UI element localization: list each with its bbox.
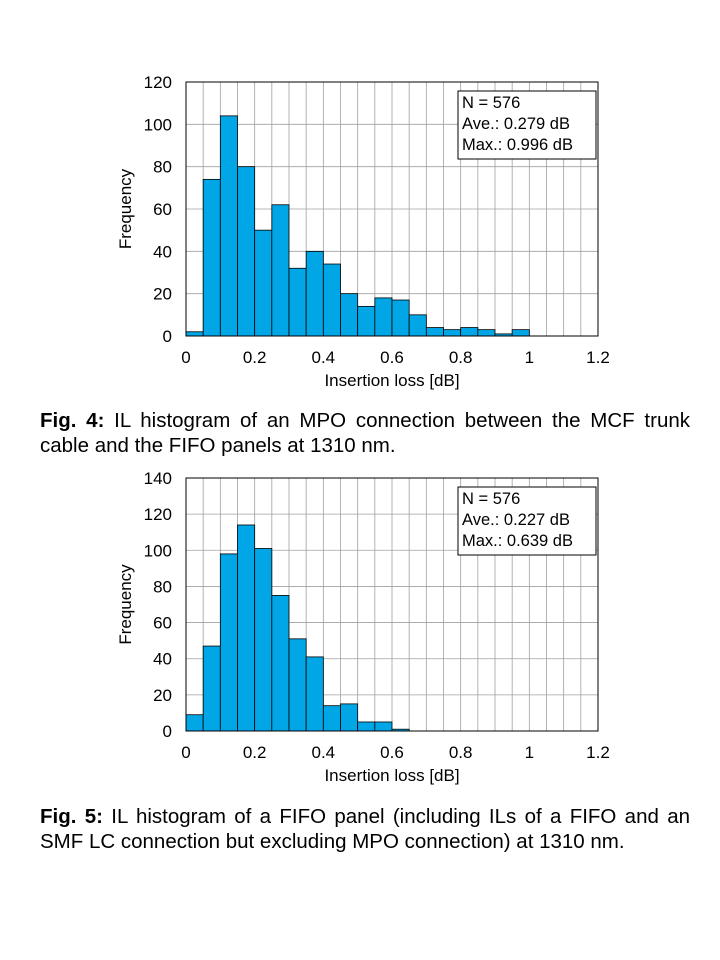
- histogram-bar: [219, 553, 238, 732]
- stats-box: [457, 486, 597, 556]
- histogram-bar: [271, 204, 290, 337]
- y-tick-label: 60: [153, 200, 172, 219]
- y-tick-label: 120: [144, 73, 172, 92]
- histogram-bar: [288, 267, 307, 337]
- y-tick-label: 20: [153, 285, 172, 304]
- x-tick-label: 0.4: [312, 348, 336, 367]
- histogram-chart-fig4: 0 20 40 60 80 100 120 0 0.2 0.4 0.6 0.8 1 1.2 Insertio…: [116, 73, 610, 390]
- y-tick-label: 0: [163, 327, 172, 346]
- x-tick-label: 0.2: [243, 743, 267, 762]
- x-axis-label: Insertion loss [dB]: [324, 766, 459, 785]
- histogram-chart-fig5: 0 20 40 60 80 100 120 140 0 0.2 0.4 0.6 0.8 1 1.2 Inser…: [116, 469, 610, 785]
- x-tick-label: 0: [181, 348, 190, 367]
- figure-4-caption: Fig. 4: IL histogram of an MPO connectio…: [40, 408, 690, 458]
- histogram-bar: [511, 329, 530, 337]
- histogram-bar: [322, 705, 341, 732]
- x-tick-label: 1.2: [586, 743, 610, 762]
- caption-label: Fig. 4:: [40, 409, 105, 432]
- x-tick-label: 0.4: [312, 743, 336, 762]
- histogram-bar: [340, 293, 359, 337]
- figure-4: 0 20 40 60 80 100 120 0 0.2 0.4 0.6 0.8 1 1.2 Insertio…: [0, 60, 720, 405]
- x-tick-label: 1: [525, 348, 534, 367]
- caption-text: IL histogram of an MPO connection betwee…: [40, 409, 690, 457]
- y-tick-label: 40: [153, 242, 172, 261]
- figure-5-caption: Fig. 5: IL histogram of a FIFO panel (in…: [40, 804, 690, 854]
- y-tick-label: 80: [153, 577, 172, 596]
- y-tick-label: 40: [153, 650, 172, 669]
- histogram-bar: [460, 327, 479, 337]
- histogram-bar: [357, 721, 376, 732]
- stats-line: N = 576: [462, 490, 520, 508]
- x-tick-label: 0.2: [243, 348, 267, 367]
- caption-label: Fig. 5:: [40, 805, 103, 828]
- stats-line: Max.: 0.639 dB: [462, 532, 573, 550]
- y-tick-label: 140: [144, 469, 172, 488]
- histogram-bar: [237, 166, 256, 337]
- plot-area-border: [185, 477, 599, 732]
- x-tick-label: 1: [525, 743, 534, 762]
- y-tick-label: 100: [144, 115, 172, 134]
- x-tick-label: 1.2: [586, 348, 610, 367]
- histogram-bar: [425, 327, 444, 337]
- y-tick-label: 80: [153, 158, 172, 177]
- stats-line: Max.: 0.996 dB: [462, 136, 573, 154]
- stats-line: Ave.: 0.227 dB: [462, 511, 570, 529]
- x-tick-label: 0.8: [449, 348, 473, 367]
- figure-5: 0 20 40 60 80 100 120 140 0 0.2 0.4 0.6 0.8 1 1.2 Inser…: [0, 460, 720, 800]
- histogram-bar: [271, 595, 290, 732]
- histogram-bar: [305, 656, 324, 732]
- histogram-bar: [185, 331, 204, 337]
- histogram-bar: [254, 548, 273, 732]
- histogram-bar: [219, 115, 238, 337]
- plot-area-border: [185, 81, 599, 337]
- x-tick-label: 0.8: [449, 743, 473, 762]
- x-tick-label: 0.6: [380, 348, 404, 367]
- y-axis-label: Frequency: [116, 168, 135, 249]
- histogram-bar: [374, 297, 393, 337]
- histogram-bar: [237, 524, 256, 732]
- histogram-bar: [288, 638, 307, 732]
- x-tick-label: 0: [181, 743, 190, 762]
- histogram-bar: [374, 721, 393, 732]
- histogram-bar: [443, 329, 462, 337]
- histogram-bar: [322, 263, 341, 337]
- y-tick-label: 0: [163, 722, 172, 741]
- histogram-bar: [340, 703, 359, 732]
- y-axis-label: Frequency: [116, 564, 135, 645]
- y-tick-label: 100: [144, 541, 172, 560]
- histogram-bar: [408, 314, 427, 337]
- histogram-bar: [357, 305, 376, 337]
- histogram-bar: [185, 714, 204, 732]
- histogram-bar: [202, 645, 221, 732]
- stats-box: [457, 90, 597, 160]
- histogram-bar: [305, 250, 324, 337]
- stats-line: N = 576: [462, 94, 520, 112]
- histogram-bar: [202, 178, 221, 337]
- histogram-bar: [477, 329, 496, 337]
- stats-line: Ave.: 0.279 dB: [462, 115, 570, 133]
- caption-text: IL histogram of a FIFO panel (including …: [40, 805, 691, 853]
- y-tick-label: 60: [153, 614, 172, 633]
- histogram-bar: [391, 299, 410, 337]
- x-axis-label: Insertion loss [dB]: [324, 371, 459, 390]
- y-tick-label: 20: [153, 686, 172, 705]
- y-tick-label: 120: [144, 505, 172, 524]
- histogram-bar: [254, 229, 273, 337]
- x-tick-label: 0.6: [380, 743, 404, 762]
